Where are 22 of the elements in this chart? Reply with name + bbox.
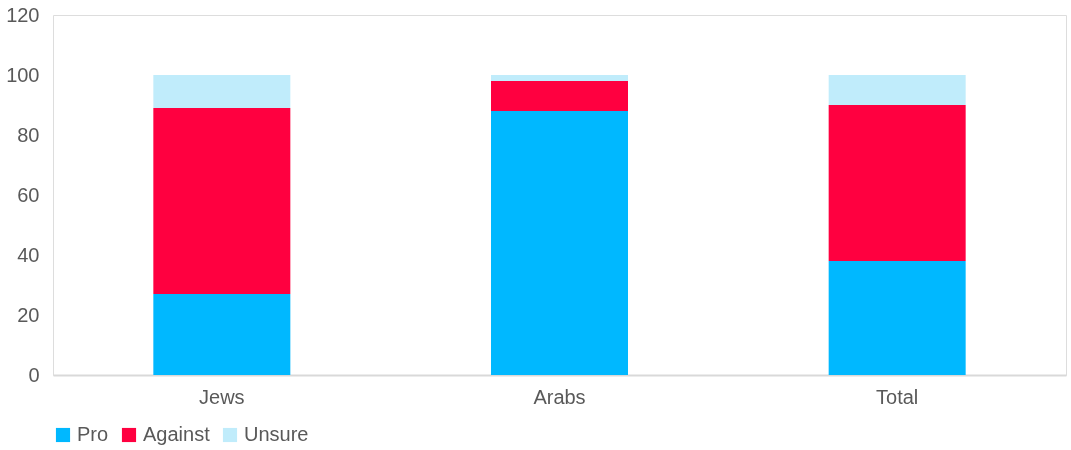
y-tick-label: 100: [6, 63, 40, 86]
bar: [828, 261, 966, 375]
bar: [491, 81, 628, 111]
legend-label: Pro: [77, 423, 109, 445]
x-tick-label: Arabs: [533, 385, 586, 408]
y-tick-label: 40: [17, 243, 40, 266]
bar: [153, 294, 291, 375]
y-tick-label: 120: [6, 3, 40, 26]
bar: [491, 75, 628, 81]
bar: [153, 75, 291, 108]
bar: [153, 108, 291, 294]
bar: [491, 111, 628, 375]
y-tick-label: 80: [17, 123, 40, 146]
y-tick-label: 0: [28, 363, 40, 386]
y-tick-label: 20: [17, 303, 40, 326]
legend-label: Unsure: [244, 423, 309, 445]
x-tick-label: Total: [876, 385, 919, 408]
bar: [828, 75, 966, 105]
x-tick-label: Jews: [199, 385, 245, 408]
bar: [828, 105, 966, 261]
legend-label: Against: [143, 423, 211, 445]
y-tick-label: 60: [17, 183, 40, 206]
